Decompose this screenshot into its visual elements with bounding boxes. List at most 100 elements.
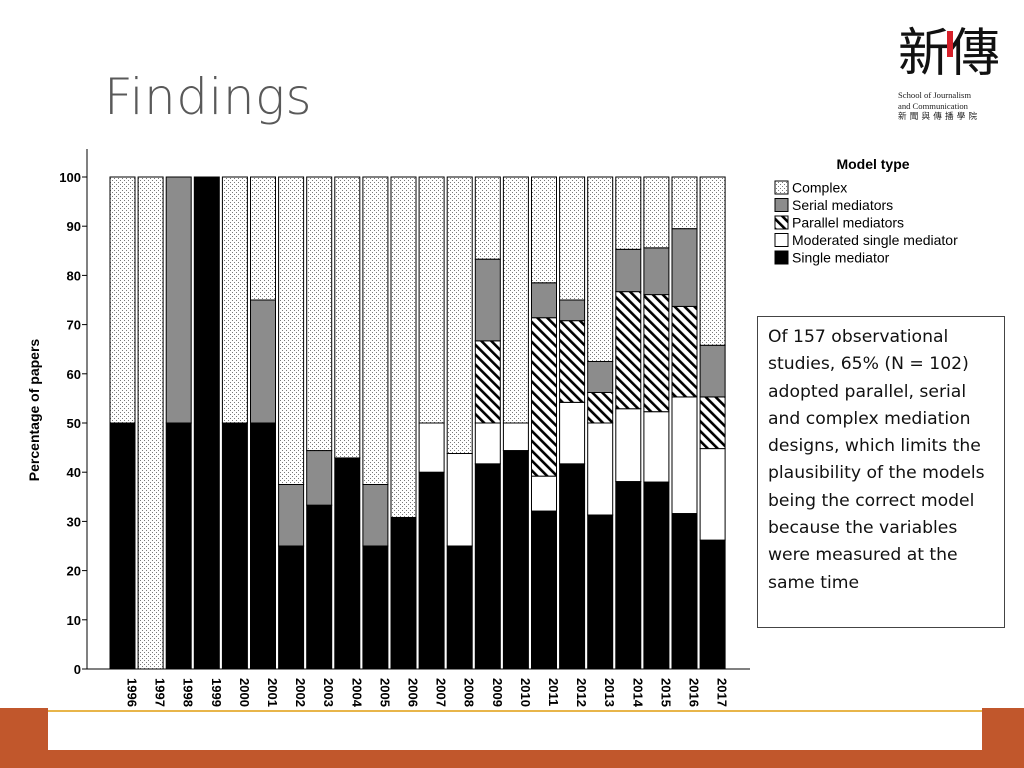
logo-chinese-line: 新 聞 與 傳 播 學 院 bbox=[898, 111, 978, 121]
legend-swatch-parallel-mediators bbox=[774, 215, 789, 230]
x-tick-label: 2008 bbox=[462, 678, 477, 707]
legend-swatch-single-mediator bbox=[774, 250, 789, 265]
y-axis-title: Percentage of papers bbox=[26, 339, 42, 482]
bar-segment-complex-2006 bbox=[390, 176, 417, 518]
bar-segment-complex-2011 bbox=[531, 176, 557, 284]
bar-segment-single-mediator-2006 bbox=[390, 516, 417, 670]
logo-red-stroke bbox=[947, 31, 953, 57]
bar-segment-serial-mediators-2005 bbox=[362, 484, 389, 547]
legend-title: Model type bbox=[836, 156, 909, 172]
x-tick-label: 2010 bbox=[518, 678, 533, 707]
bar-segment-single-mediator-2003 bbox=[306, 504, 333, 670]
slide-title: Findings bbox=[104, 68, 313, 126]
x-tick-label: 2012 bbox=[574, 678, 589, 707]
bar-segment-single-mediator-2002 bbox=[278, 545, 305, 670]
bar-segment-complex-2005 bbox=[362, 176, 389, 485]
bar-segment-complex-2015 bbox=[643, 176, 670, 249]
bar-segment-serial-mediators-2016 bbox=[671, 228, 698, 307]
x-tick-label: 2000 bbox=[237, 678, 252, 707]
bar-segment-parallel-mediators-2011 bbox=[531, 317, 557, 477]
bar-segment-single-mediator-2008 bbox=[446, 545, 473, 670]
bar-segment-complex-2007 bbox=[418, 176, 445, 424]
school-logo: 新傳 School of Journalism and Communicatio… bbox=[898, 22, 1002, 122]
x-tick-label: 1996 bbox=[125, 678, 140, 707]
y-tick-label: 100 bbox=[59, 170, 81, 185]
bar-segment-parallel-mediators-2009 bbox=[474, 340, 501, 424]
bar-segment-complex-2017 bbox=[699, 176, 726, 346]
bar-segment-single-mediator-2009 bbox=[474, 463, 501, 670]
bar-segment-moderated-single-mediator-2010 bbox=[502, 422, 529, 452]
x-tick-label: 2014 bbox=[630, 678, 645, 708]
bar-segment-moderated-single-mediator-2009 bbox=[474, 422, 501, 465]
bar-segment-moderated-single-mediator-2013 bbox=[587, 422, 614, 516]
bar-segment-complex-2002 bbox=[278, 176, 305, 485]
x-tick-label: 1998 bbox=[181, 678, 196, 707]
legend-label-complex: Complex bbox=[792, 180, 847, 196]
bar-segment-single-mediator-1996 bbox=[109, 422, 136, 670]
x-tick-label: 2015 bbox=[658, 678, 673, 707]
legend-label-serial-mediators: Serial mediators bbox=[792, 197, 893, 213]
logo-english-line-2: and Communication bbox=[898, 100, 968, 111]
y-tick-label: 70 bbox=[67, 318, 81, 333]
bar-segment-single-mediator-2011 bbox=[531, 510, 557, 670]
bar-segment-serial-mediators-2013 bbox=[587, 361, 614, 393]
logo-english-line-1: School of Journalism bbox=[898, 90, 972, 100]
bar-segment-moderated-single-mediator-2015 bbox=[643, 411, 670, 483]
bar-segment-complex-2016 bbox=[671, 176, 698, 230]
x-tick-label: 2005 bbox=[377, 678, 392, 707]
footer-inner-panel bbox=[48, 708, 982, 750]
bar-segment-single-mediator-2016 bbox=[671, 513, 698, 670]
y-tick-label: 80 bbox=[67, 268, 81, 283]
x-tick-label: 2017 bbox=[715, 678, 730, 707]
legend-label-parallel-mediators: Parallel mediators bbox=[792, 215, 904, 231]
bar-segment-moderated-single-mediator-2012 bbox=[559, 401, 586, 465]
bar-segment-serial-mediators-2011 bbox=[531, 282, 557, 319]
bar-segment-serial-mediators-2012 bbox=[559, 299, 586, 322]
bar-segment-moderated-single-mediator-2008 bbox=[446, 453, 473, 547]
bar-segment-complex-2010 bbox=[502, 176, 529, 424]
findings-note-box: Of 157 observational studies, 65% (N = 1… bbox=[757, 316, 1005, 628]
x-tick-label: 2003 bbox=[321, 678, 336, 707]
bar-segment-moderated-single-mediator-2016 bbox=[671, 396, 698, 515]
x-tick-label: 2013 bbox=[602, 678, 617, 707]
bar-segment-single-mediator-2010 bbox=[502, 450, 529, 670]
bar-segment-single-mediator-2017 bbox=[699, 539, 726, 670]
bar-segment-complex-1996 bbox=[109, 176, 136, 424]
x-tick-label: 2007 bbox=[434, 678, 449, 707]
footer-accent-bar bbox=[0, 750, 1024, 768]
bar-segment-single-mediator-1998 bbox=[165, 422, 192, 670]
bar-segment-complex-2001 bbox=[250, 176, 276, 301]
bar-segment-complex-2013 bbox=[587, 176, 614, 362]
legend-label-single-mediator: Single mediator bbox=[792, 250, 890, 266]
bar-segment-moderated-single-mediator-2014 bbox=[615, 408, 642, 483]
bar-segment-parallel-mediators-2012 bbox=[559, 320, 586, 403]
bar-segment-single-mediator-1999 bbox=[193, 176, 220, 670]
x-tick-label: 2001 bbox=[265, 678, 280, 707]
x-tick-label: 2011 bbox=[546, 678, 561, 706]
y-tick-label: 20 bbox=[67, 564, 81, 579]
findings-note-text: Of 157 observational studies, 65% (N = 1… bbox=[768, 327, 985, 593]
y-tick-label: 40 bbox=[67, 465, 81, 480]
x-tick-label: 2002 bbox=[293, 678, 308, 707]
x-tick-label: 1999 bbox=[209, 678, 224, 707]
bar-segment-complex-1997 bbox=[137, 176, 164, 670]
bar-segment-serial-mediators-2003 bbox=[306, 450, 333, 506]
bar-segment-moderated-single-mediator-2007 bbox=[418, 422, 445, 473]
legend-swatch-moderated-single-mediator bbox=[774, 233, 789, 247]
bar-segment-serial-mediators-2001 bbox=[250, 299, 276, 424]
bar-segment-complex-2014 bbox=[615, 176, 642, 250]
bar-segment-single-mediator-2004 bbox=[334, 457, 361, 670]
y-tick-label: 30 bbox=[67, 514, 81, 529]
bar-segment-parallel-mediators-2015 bbox=[643, 294, 670, 413]
x-tick-label: 2004 bbox=[349, 678, 364, 708]
legend-swatch-serial-mediators bbox=[774, 198, 789, 212]
bar-segment-complex-2003 bbox=[306, 176, 333, 452]
logo-chinese-mark: 新傳 bbox=[898, 22, 1002, 86]
bar-segment-single-mediator-2015 bbox=[643, 481, 670, 670]
y-tick-label: 10 bbox=[67, 613, 81, 628]
bar-segment-moderated-single-mediator-2011 bbox=[531, 475, 557, 512]
bar-segment-complex-2000 bbox=[221, 176, 248, 424]
bar-segment-complex-2008 bbox=[446, 176, 473, 455]
y-tick-label: 0 bbox=[74, 662, 81, 677]
